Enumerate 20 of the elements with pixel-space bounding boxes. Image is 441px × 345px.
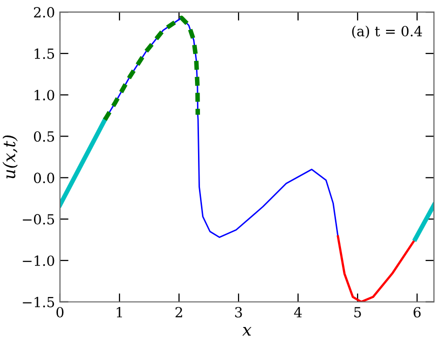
y-tick-label: −0.5 bbox=[22, 214, 54, 225]
y-axis-title: u(x,t) bbox=[2, 135, 18, 178]
y-tick-label: 1.0 bbox=[34, 90, 54, 100]
line-series bbox=[336, 235, 416, 302]
annotation: (a) t = 0.4 bbox=[352, 26, 422, 38]
x-tick-label: 2 bbox=[176, 306, 182, 318]
x-tick-label: 4 bbox=[294, 306, 302, 318]
y-tick-label: −1.5 bbox=[22, 296, 54, 308]
y-tick-label: 0.0 bbox=[34, 172, 54, 184]
x-tick-label: 0 bbox=[56, 306, 64, 318]
x-tick-label: 5 bbox=[354, 307, 361, 318]
y-tick-label: 2.0 bbox=[34, 7, 54, 18]
y-tick-label: 1.5 bbox=[34, 48, 54, 59]
y-tick-label: −1.0 bbox=[22, 255, 54, 266]
x-tick-label: 6 bbox=[414, 306, 421, 318]
y-tick-label: 0.5 bbox=[34, 131, 54, 142]
line-series bbox=[102, 16, 200, 122]
x-axis-title: x bbox=[242, 326, 252, 336]
x-tick-label: 3 bbox=[235, 306, 242, 318]
x-tick-label: 1 bbox=[116, 306, 122, 318]
